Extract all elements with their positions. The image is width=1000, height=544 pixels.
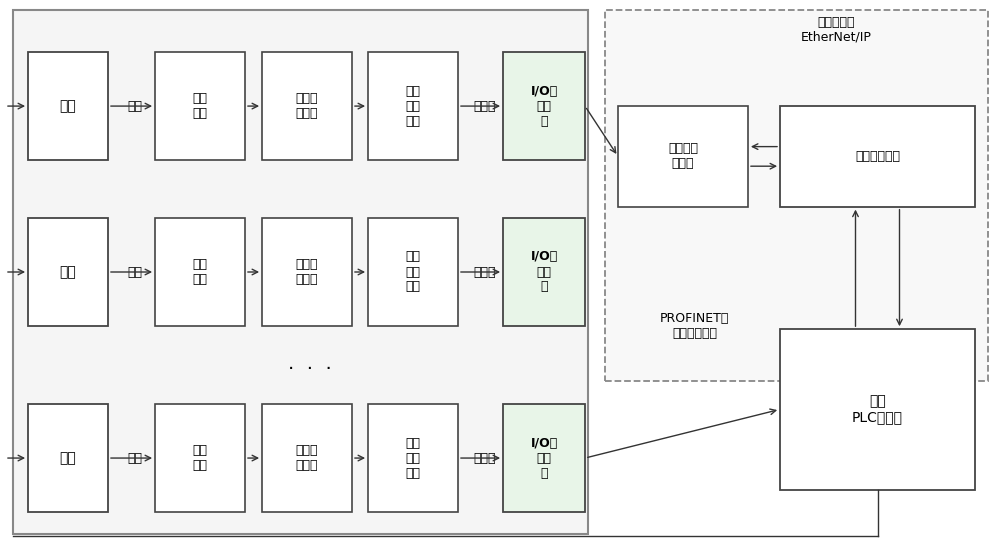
Text: I/O扩
展单
元: I/O扩 展单 元: [530, 84, 558, 128]
Bar: [503, 52, 585, 160]
Bar: [503, 404, 585, 512]
Bar: [155, 404, 245, 512]
Text: 电机: 电机: [60, 451, 76, 465]
Bar: [780, 106, 975, 207]
Text: PROFINET分
布式现场总线: PROFINET分 布式现场总线: [660, 312, 729, 341]
Text: 轨辊
移动: 轨辊 移动: [192, 258, 208, 286]
Text: 电机: 电机: [60, 265, 76, 279]
Bar: [262, 404, 352, 512]
Bar: [13, 10, 588, 534]
Text: I/O扩
展单
元: I/O扩 展单 元: [530, 436, 558, 480]
Text: 触发限
位开关: 触发限 位开关: [296, 444, 318, 472]
Text: 运行: 运行: [128, 265, 143, 279]
Text: 限位
开关
闭合: 限位 开关 闭合: [406, 436, 420, 480]
Bar: [368, 218, 458, 326]
Text: 运行: 运行: [128, 452, 143, 465]
Text: 上位控制系统: 上位控制系统: [855, 150, 900, 163]
Bar: [780, 329, 975, 490]
Text: 数据采集
处理器: 数据采集 处理器: [668, 143, 698, 170]
Bar: [155, 218, 245, 326]
Text: 工业以太网
EtherNet/IP: 工业以太网 EtherNet/IP: [801, 16, 872, 44]
Text: 轨辊
移动: 轨辊 移动: [192, 92, 208, 120]
Bar: [262, 218, 352, 326]
Bar: [28, 404, 108, 512]
Text: 触发限
位开关: 触发限 位开关: [296, 92, 318, 120]
Bar: [28, 52, 108, 160]
Text: 运行: 运行: [128, 100, 143, 113]
Text: 硬接线: 硬接线: [474, 100, 496, 113]
Text: I/O扩
展单
元: I/O扩 展单 元: [530, 250, 558, 294]
Text: 主站
PLC控制柜: 主站 PLC控制柜: [852, 394, 903, 424]
Text: 限位
开关
闭合: 限位 开关 闭合: [406, 84, 420, 128]
Bar: [618, 106, 748, 207]
Bar: [368, 52, 458, 160]
Text: 触发限
位开关: 触发限 位开关: [296, 258, 318, 286]
Text: 限位
开关
闭合: 限位 开关 闭合: [406, 250, 420, 294]
Bar: [262, 52, 352, 160]
Bar: [503, 218, 585, 326]
Bar: [28, 218, 108, 326]
Text: 硬接线: 硬接线: [474, 265, 496, 279]
Bar: [368, 404, 458, 512]
Text: 硬接线: 硬接线: [474, 452, 496, 465]
Text: 电机: 电机: [60, 99, 76, 113]
Text: ·  ·  ·: · · ·: [288, 361, 332, 379]
Bar: [605, 10, 988, 381]
Bar: [155, 52, 245, 160]
Text: 轨辊
移动: 轨辊 移动: [192, 444, 208, 472]
